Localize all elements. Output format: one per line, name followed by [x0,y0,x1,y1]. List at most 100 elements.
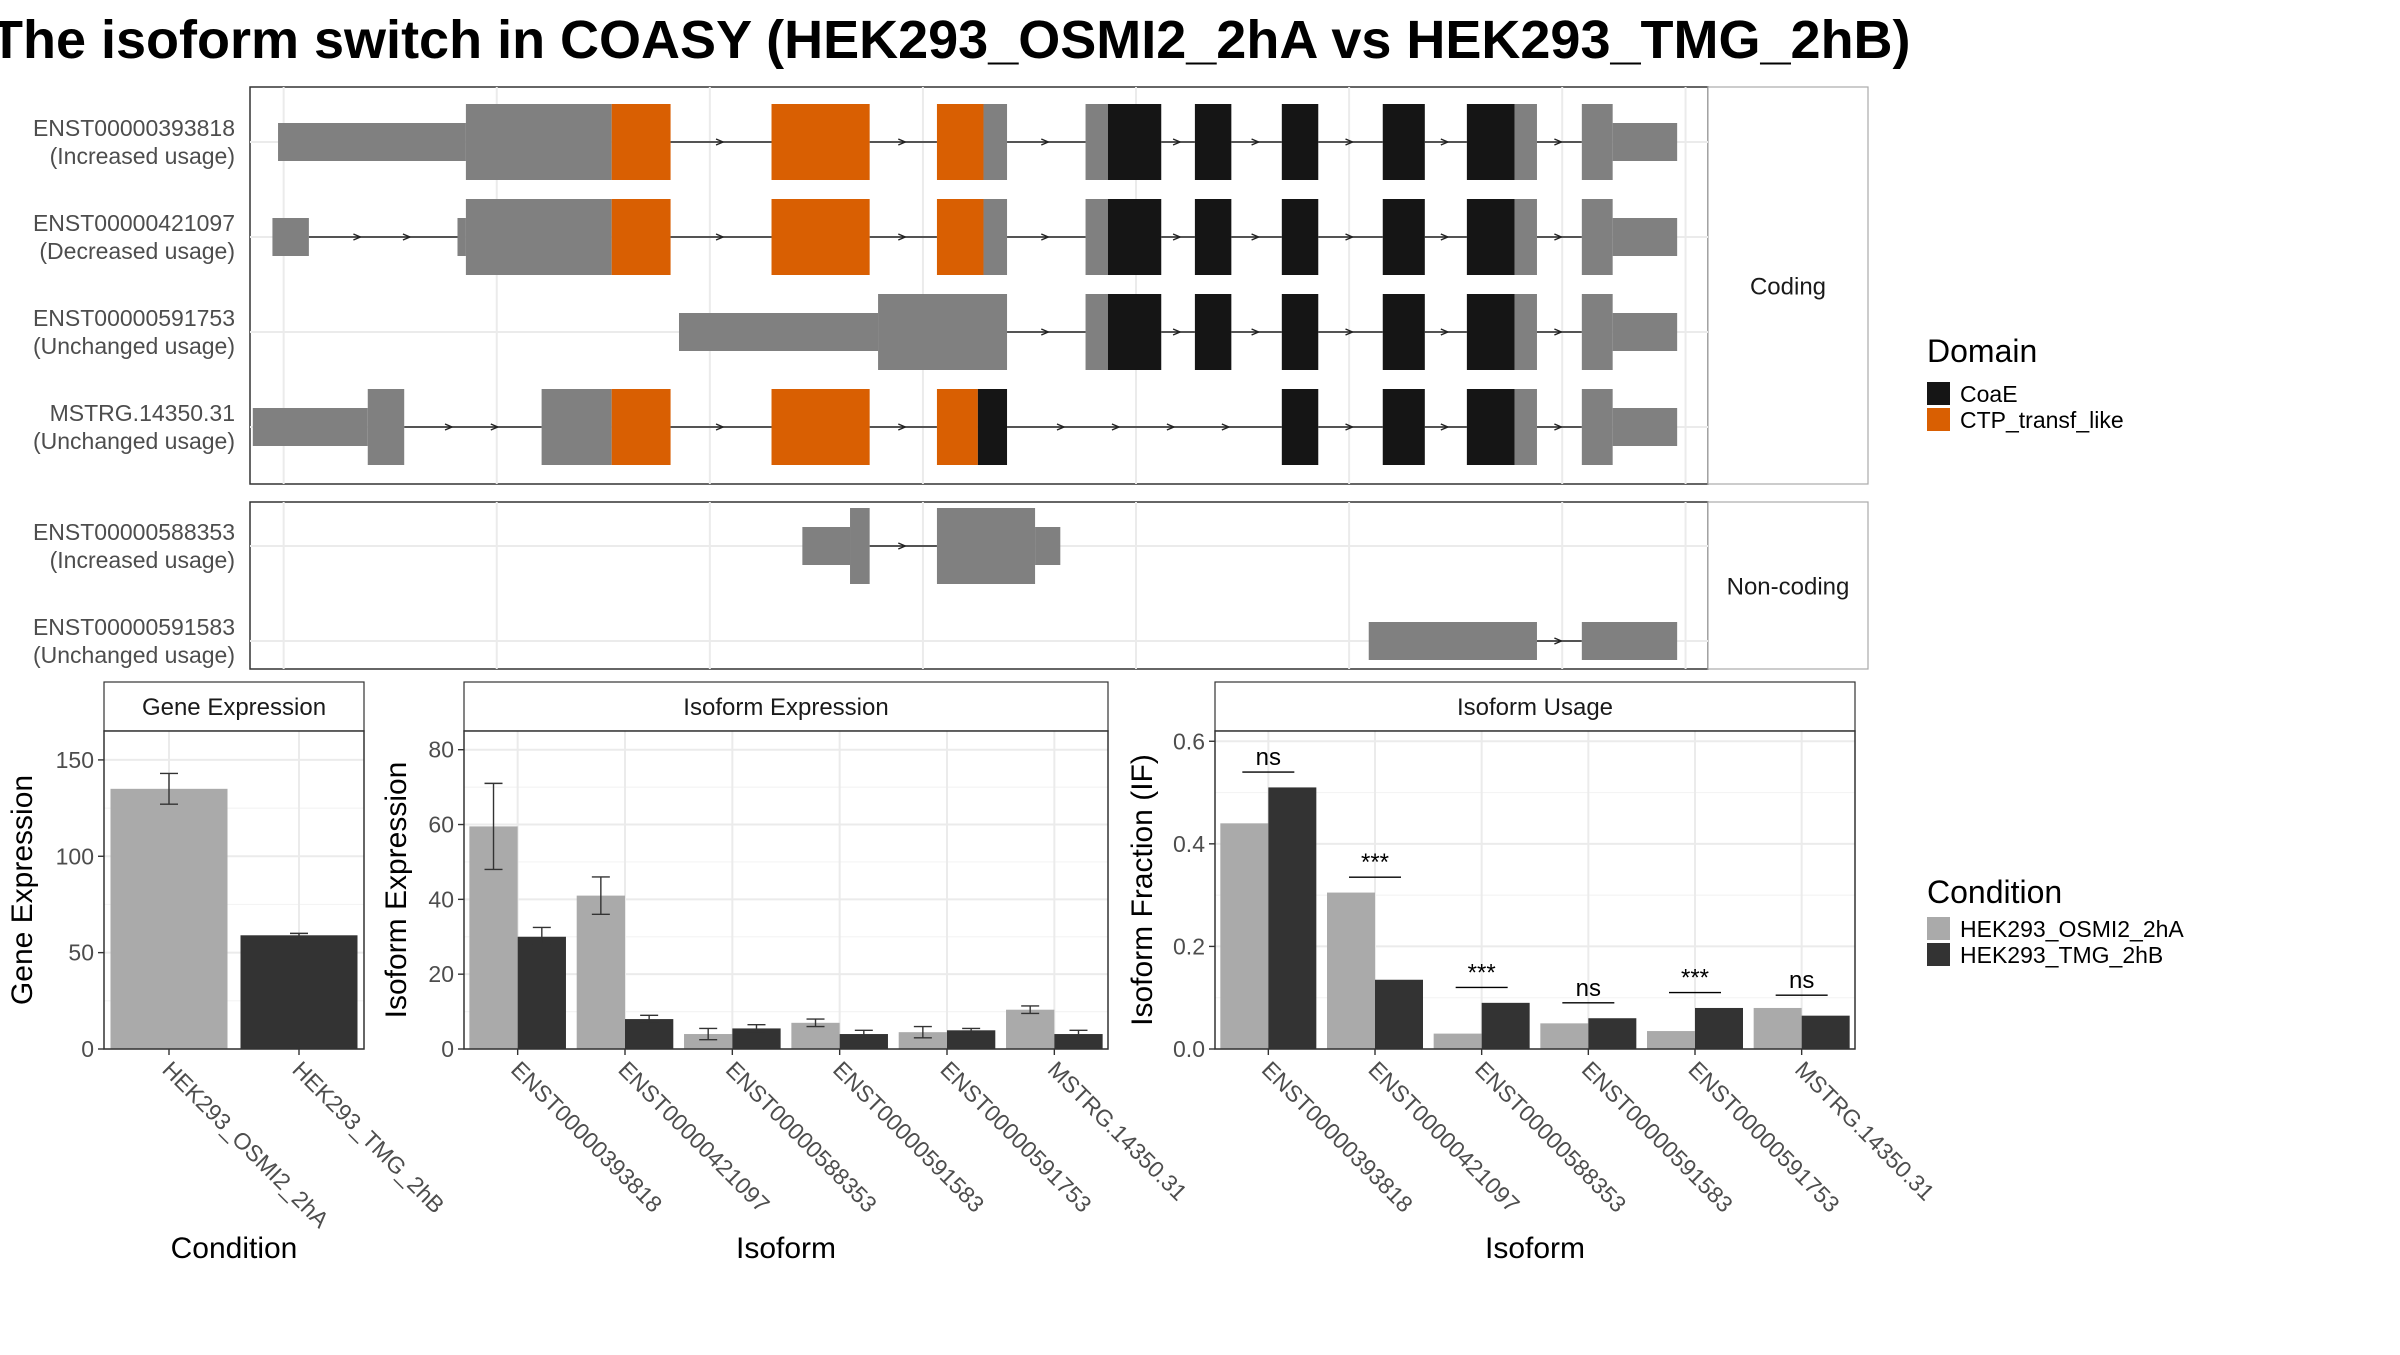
bar [1695,1007,1743,1049]
intron-arrow [715,233,725,241]
panel-strip-title: Isoform Usage [1457,694,1613,721]
exon-block [802,527,851,565]
bar [1006,1009,1055,1049]
exon-block [611,104,671,180]
exon-block [1466,294,1515,370]
intron-arrow [1345,233,1355,241]
exon-block [1035,527,1061,565]
bar [1220,823,1269,1049]
exon-block [1085,199,1108,275]
intron-arrow [715,138,725,146]
exon-block [465,199,612,275]
bar [517,936,566,1049]
transcript-id-label: ENST00000591753 [33,305,235,331]
exon-block [1382,104,1425,180]
exon-block [1612,218,1678,256]
intron-arrow [1440,233,1450,241]
transcript-usage-label: (Increased usage) [50,143,235,169]
intron-arrow [1172,328,1182,336]
exon-block [1514,199,1537,275]
intron-arrow [490,423,500,431]
facet-label: Non-coding [1727,574,1850,601]
x-axis-title: Condition [171,1232,298,1265]
exon-block [1581,104,1613,180]
exon-block [1085,104,1108,180]
condition-legend-key [1927,917,1950,940]
transcript-id-label: ENST00000421097 [33,210,235,236]
transcript-id-label: MSTRG.14350.31 [50,400,235,426]
significance-label: ns [1789,967,1814,994]
bar [1375,979,1423,1049]
exon-block [1382,199,1425,275]
exon-block [878,294,1008,370]
intron-arrow [1554,328,1564,336]
intron-arrow [1554,138,1564,146]
significance-label: *** [1681,965,1709,992]
exon-block [1368,622,1537,660]
significance-label: ns [1256,744,1281,771]
intron-arrow [1554,233,1564,241]
bar [732,1028,781,1049]
exon-block [771,389,870,465]
exon-block [1466,199,1515,275]
panel-border [103,730,365,1050]
transcript-usage-label: (Increased usage) [50,547,235,573]
bar [1327,892,1375,1049]
bar [1481,1002,1530,1049]
bar [1268,787,1317,1049]
exon-block [611,199,671,275]
intron-arrow [715,423,725,431]
intron-arrow [1251,138,1261,146]
exon-block [1281,389,1319,465]
bar [947,1030,996,1049]
exon-block [850,508,870,584]
exon-block [1514,104,1537,180]
transcript-usage-label: (Decreased usage) [39,238,235,264]
y-tick-label: 20 [428,961,454,987]
exon-block [936,389,978,465]
intron-arrow [898,233,908,241]
y-tick-label: 40 [428,886,454,912]
exon-block [252,408,368,446]
transcript-usage-label: (Unchanged usage) [33,333,235,359]
exon-block [678,313,879,351]
exon-block [1581,389,1613,465]
exon-block [1107,294,1162,370]
exon-block [1514,294,1537,370]
bar [576,895,625,1049]
exon-block [1107,104,1162,180]
bar [110,788,228,1049]
intron-arrow [1041,138,1051,146]
significance-label: ns [1576,975,1601,1002]
panel-strip-title: Isoform Expression [683,694,888,721]
intron-arrow [1041,328,1051,336]
significance-label: *** [1468,959,1496,986]
exon-block [771,104,870,180]
exon-block [1514,389,1537,465]
exon-block [983,104,1008,180]
panel-border [463,730,1109,1050]
condition-legend-label: HEK293_TMG_2hB [1960,942,2163,968]
bar [839,1034,888,1049]
bar [1054,1034,1103,1049]
exon-block [457,218,466,256]
bar [1540,1023,1589,1049]
bar [1801,1015,1850,1049]
y-tick-label: 0.0 [1173,1036,1205,1062]
exon-block [936,104,984,180]
intron-arrow [1345,138,1355,146]
panel-strip [103,681,365,732]
intron-arrow [1440,138,1450,146]
transcript-id-label: ENST00000591583 [33,614,235,640]
transcript-id-label: ENST00000393818 [33,115,235,141]
exon-block [367,389,405,465]
bar [1753,1007,1802,1049]
exon-block [977,389,1008,465]
exon-block [541,389,612,465]
domain-legend-label: CTP_transf_like [1960,407,2124,433]
significance-label: *** [1361,849,1389,876]
y-tick-label: 0 [441,1036,454,1062]
intron-arrow [1345,423,1355,431]
intron-arrow [1221,423,1231,431]
